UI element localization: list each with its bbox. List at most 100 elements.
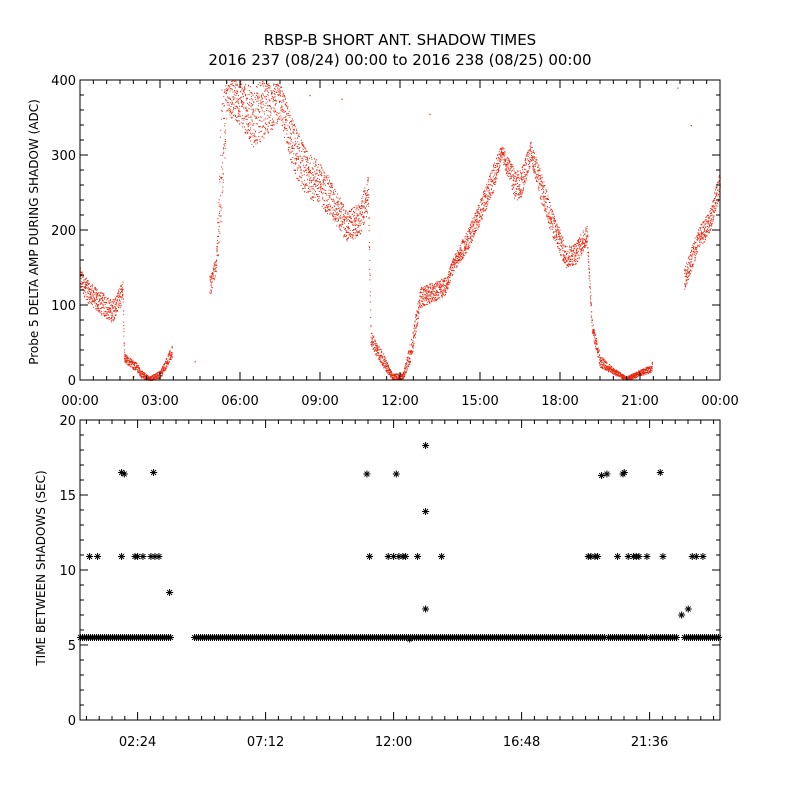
top-data-point — [222, 154, 224, 156]
top-data-point — [330, 186, 332, 188]
top-data-point — [241, 87, 243, 89]
top-data-point — [305, 184, 307, 186]
top-data-point — [327, 204, 329, 205]
top-data-point — [312, 168, 314, 170]
top-data-point — [481, 204, 482, 206]
top-data-point — [541, 181, 543, 183]
top-data-point — [102, 304, 104, 306]
top-data-point — [438, 284, 440, 286]
top-data-point — [368, 245, 370, 247]
top-data-point — [251, 113, 253, 115]
top-data-point — [534, 172, 536, 174]
top-data-point — [326, 177, 328, 179]
top-data-point — [305, 150, 307, 152]
top-data-point — [496, 172, 498, 174]
top-data-point — [120, 285, 122, 287]
top-data-point — [232, 96, 234, 97]
top-data-point — [487, 186, 488, 188]
top-data-point — [121, 296, 123, 298]
top-data-point — [256, 123, 258, 125]
top-data-point — [570, 248, 572, 250]
top-data-point — [279, 91, 280, 93]
top-data-point — [548, 222, 550, 224]
top-data-point — [459, 247, 461, 249]
top-data-point — [338, 204, 340, 206]
top-data-point — [171, 353, 173, 355]
top-data-point — [91, 289, 93, 291]
top-data-point — [556, 241, 558, 243]
top-data-point — [558, 248, 560, 250]
top-data-point — [431, 297, 433, 299]
top-data-point — [371, 339, 373, 341]
top-data-point — [485, 186, 487, 188]
top-data-point — [556, 236, 558, 238]
top-data-point — [225, 85, 227, 87]
top-data-point — [464, 246, 465, 248]
top-data-point — [540, 177, 542, 179]
top-data-point — [261, 96, 263, 98]
top-data-point — [419, 301, 421, 303]
top-data-point — [261, 110, 263, 112]
top-data-point — [258, 131, 260, 133]
top-data-point — [309, 170, 311, 172]
top-data-point — [509, 169, 511, 171]
top-data-point — [133, 364, 135, 366]
top-data-point — [505, 167, 507, 169]
top-data-point — [220, 118, 222, 120]
top-data-point — [228, 96, 230, 98]
top-data-point — [127, 358, 129, 360]
top-data-point — [275, 86, 277, 87]
top-data-point — [252, 110, 254, 112]
top-data-point — [494, 172, 496, 174]
top-data-point — [555, 226, 557, 228]
top-data-point — [245, 84, 247, 86]
top-data-point — [472, 229, 474, 231]
top-data-point — [320, 183, 322, 185]
top-data-point — [594, 335, 596, 337]
top-data-point — [515, 171, 517, 173]
top-data-point — [574, 246, 576, 248]
top-data-point — [542, 186, 544, 188]
top-data-point — [411, 352, 412, 354]
top-data-point — [225, 98, 227, 100]
top-data-point — [210, 276, 212, 278]
top-data-point — [252, 135, 254, 136]
top-data-point — [268, 121, 270, 123]
top-data-point — [593, 331, 595, 333]
top-data-point — [294, 169, 296, 171]
top-data-point — [502, 153, 504, 155]
top-data-point — [92, 284, 94, 286]
top-data-point — [371, 343, 373, 345]
top-data-point — [575, 253, 577, 255]
top-data-point — [425, 299, 427, 301]
top-data-point — [341, 204, 343, 206]
top-data-point — [426, 286, 428, 288]
top-data-point — [595, 340, 597, 342]
top-data-point — [221, 207, 223, 209]
top-data-point — [283, 123, 285, 125]
top-data-point — [112, 319, 114, 321]
top-data-point — [367, 189, 368, 191]
top-data-point — [302, 187, 304, 189]
top-data-point — [87, 291, 89, 293]
top-data-point — [442, 280, 444, 281]
top-data-point — [386, 371, 388, 373]
top-data-point — [289, 115, 291, 116]
top-data-point — [249, 102, 251, 104]
top-data-point — [472, 235, 474, 237]
top-data-point — [266, 128, 268, 130]
top-data-point — [469, 236, 471, 238]
top-data-point — [237, 91, 239, 93]
top-data-point — [302, 142, 303, 144]
top-data-point — [503, 154, 505, 156]
top-data-point — [561, 235, 562, 237]
top-data-point — [401, 377, 403, 379]
top-data-point — [221, 103, 223, 105]
top-data-point — [558, 233, 560, 235]
top-data-point — [163, 366, 165, 368]
top-data-point — [156, 373, 158, 375]
top-data-point — [326, 199, 328, 201]
top-data-point — [598, 349, 600, 351]
top-data-point — [353, 218, 355, 220]
top-data-point — [403, 376, 405, 378]
